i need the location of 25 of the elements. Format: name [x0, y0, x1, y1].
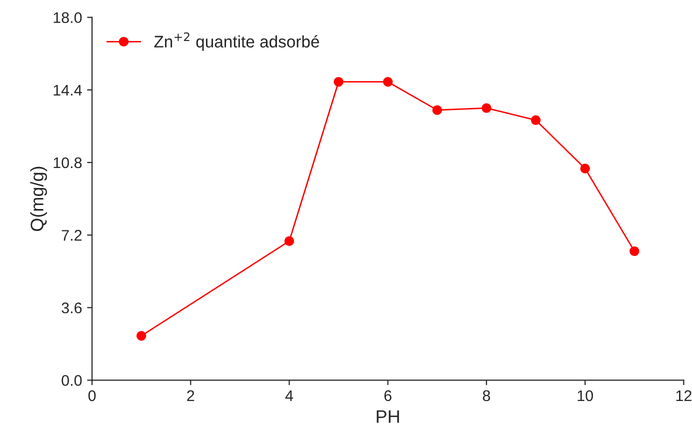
y-tick-label: 18.0	[54, 12, 82, 24]
point	[383, 77, 393, 87]
x-tick-label: 8	[482, 390, 490, 402]
point	[284, 236, 294, 246]
y-tick-label: 0.0	[62, 375, 82, 386]
x-tick-label: 4	[285, 390, 294, 401]
y-axis-title: Q(mg/g)	[30, 166, 48, 232]
y-tick-label: 10.8	[54, 157, 82, 168]
x-tick-label: 6	[384, 390, 392, 402]
legend-label: Zn$^{+2}$ quantite adsorbé	[154, 32, 320, 51]
point	[334, 77, 344, 87]
x-tick-label: 0	[88, 390, 96, 402]
y-tick-label: 14.4	[54, 84, 82, 96]
point	[136, 330, 146, 341]
point	[432, 105, 442, 115]
y-tick-label: 3.6	[62, 302, 82, 314]
point	[482, 103, 492, 113]
point	[630, 246, 640, 256]
x-tick-label: 12	[676, 390, 692, 401]
point	[530, 115, 541, 126]
point	[580, 164, 590, 174]
x-tick-label: 10	[578, 390, 593, 402]
x-tick-label: 2	[187, 390, 194, 401]
x-axis-title: PH	[376, 410, 399, 423]
y-tick-label: 7.2	[62, 230, 82, 241]
